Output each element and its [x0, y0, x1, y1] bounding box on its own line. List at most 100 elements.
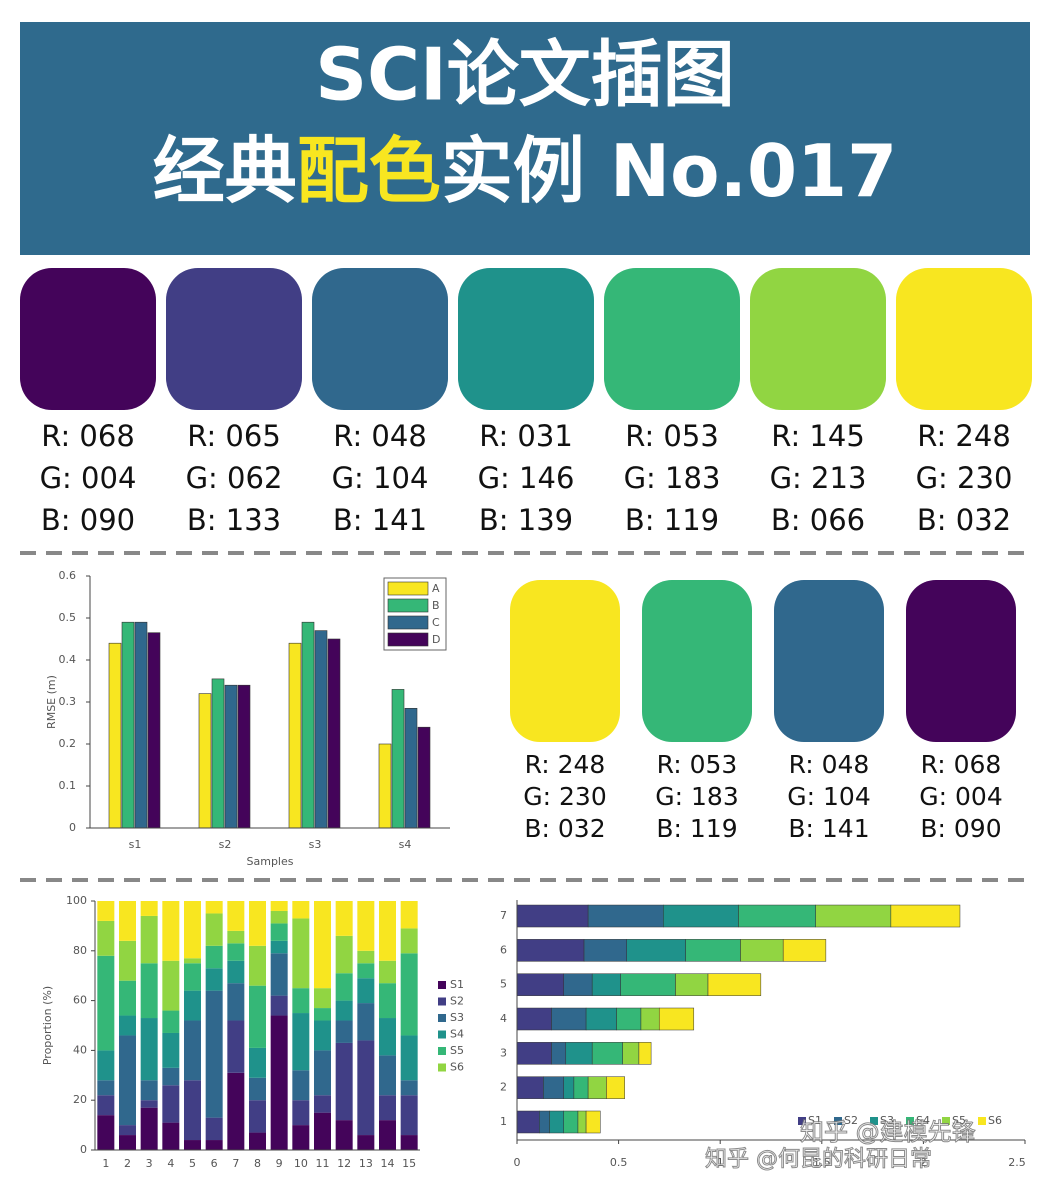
bar-segment: [184, 1140, 201, 1150]
y-tick-label: 80: [73, 944, 87, 957]
legend-swatch: [387, 615, 429, 630]
x-tick-label: s3: [309, 838, 322, 851]
legend-swatch: [438, 981, 446, 989]
bar-segment: [379, 983, 396, 1019]
bar-segment: [184, 901, 201, 959]
x-tick-label: s2: [219, 838, 232, 851]
bar-segment: [782, 939, 827, 962]
bar-segment: [563, 973, 593, 996]
bar-segment: [249, 901, 266, 946]
legend-label: D: [432, 633, 440, 646]
rgb-label: R: 053: [657, 750, 738, 779]
bar-segment: [335, 1020, 353, 1043]
color-swatch: [642, 580, 752, 742]
y-tick-label: 20: [73, 1093, 87, 1106]
rgb-label: B: 090: [920, 814, 1001, 843]
rgb-label: B: 119: [625, 503, 719, 537]
bar-segment: [119, 1135, 136, 1150]
x-tick-label: 14: [381, 1157, 395, 1170]
bar-segment: [565, 1042, 593, 1065]
bar-segment: [357, 978, 375, 1004]
bar-segment: [249, 1132, 266, 1150]
x-tick-label: 1.5: [813, 1156, 831, 1169]
legend-label: S1: [450, 978, 464, 991]
bar-segment: [249, 1077, 266, 1101]
header-part: 经典: [153, 129, 297, 213]
rgb-label: R: 048: [789, 750, 870, 779]
x-tick-label: 10: [294, 1157, 308, 1170]
bar-segment: [400, 1095, 418, 1136]
legend-swatch: [387, 598, 429, 613]
bar-segment: [249, 945, 266, 986]
header-highlight: 配色: [297, 129, 441, 213]
rgb-label: B: 141: [788, 814, 869, 843]
bar-segment: [97, 920, 115, 956]
bar: [391, 689, 405, 829]
bar-segment: [270, 910, 288, 924]
y-axis-label: RMSE (m): [45, 675, 58, 729]
bar-segment: [400, 901, 418, 929]
bar: [237, 684, 251, 829]
bar-segment: [184, 958, 201, 964]
legend-swatch: [978, 1117, 986, 1125]
bar-segment: [738, 904, 816, 928]
rgb-label: B: 090: [41, 503, 135, 537]
bar-segment: [140, 1100, 158, 1108]
legend-swatch: [438, 1030, 446, 1039]
legend-swatch: [438, 997, 446, 1006]
y-tick-label: 0.4: [59, 653, 77, 666]
bar-segment: [270, 995, 288, 1016]
bar-segment: [205, 1117, 223, 1141]
bar: [211, 678, 225, 829]
bar-segment: [292, 1100, 310, 1126]
x-tick-label: s4: [399, 838, 412, 851]
color-swatch: [906, 580, 1016, 742]
bar-segment: [314, 1008, 331, 1021]
bar: [327, 638, 341, 829]
x-tick-label: 1: [717, 1156, 724, 1169]
bar-segment: [97, 955, 115, 1051]
bar-segment: [119, 940, 136, 981]
bar-segment: [626, 939, 686, 962]
bar-segment: [587, 1076, 607, 1099]
bar-segment: [184, 963, 201, 991]
bar-segment: [591, 1042, 623, 1065]
y-tick-label: 60: [73, 994, 87, 1007]
bar: [378, 743, 392, 829]
bar-segment: [97, 901, 115, 921]
rgb-label: R: 048: [333, 419, 427, 453]
bar-segment: [162, 1067, 180, 1086]
legend-label: S1: [808, 1114, 822, 1127]
rgb-label: G: 062: [186, 461, 283, 495]
bar: [198, 693, 212, 829]
y-tick-label: 0.3: [59, 695, 77, 708]
color-swatch: [166, 268, 302, 410]
bar-segment: [227, 1020, 245, 1073]
bar-segment: [400, 953, 418, 1036]
bar-segment: [563, 1076, 575, 1099]
header-line1: SCI论文插图: [315, 33, 735, 117]
x-tick-label: 9: [276, 1157, 283, 1170]
bar-segment: [357, 1040, 375, 1136]
bar-segment: [119, 1035, 136, 1126]
y-tick-label: 1: [500, 1115, 507, 1128]
legend-label: S5: [952, 1114, 966, 1127]
bar-segment: [292, 1013, 310, 1071]
bar-segment: [205, 968, 223, 991]
legend-label: S6: [450, 1061, 464, 1074]
bar-segment: [162, 1085, 180, 1123]
bar-segment: [638, 1042, 652, 1065]
bar-segment: [227, 943, 245, 961]
legend-label: A: [432, 582, 440, 595]
bar-segment: [292, 901, 310, 919]
x-tick-label: 13: [359, 1157, 373, 1170]
rgb-label: G: 104: [787, 782, 870, 811]
rgb-label: R: 031: [479, 419, 573, 453]
bar-segment: [270, 1015, 288, 1150]
bar-segment: [707, 973, 762, 996]
bar: [121, 621, 135, 829]
y-tick-label: 40: [73, 1043, 87, 1056]
legend-swatch: [834, 1117, 842, 1125]
legend-label: B: [432, 599, 440, 612]
